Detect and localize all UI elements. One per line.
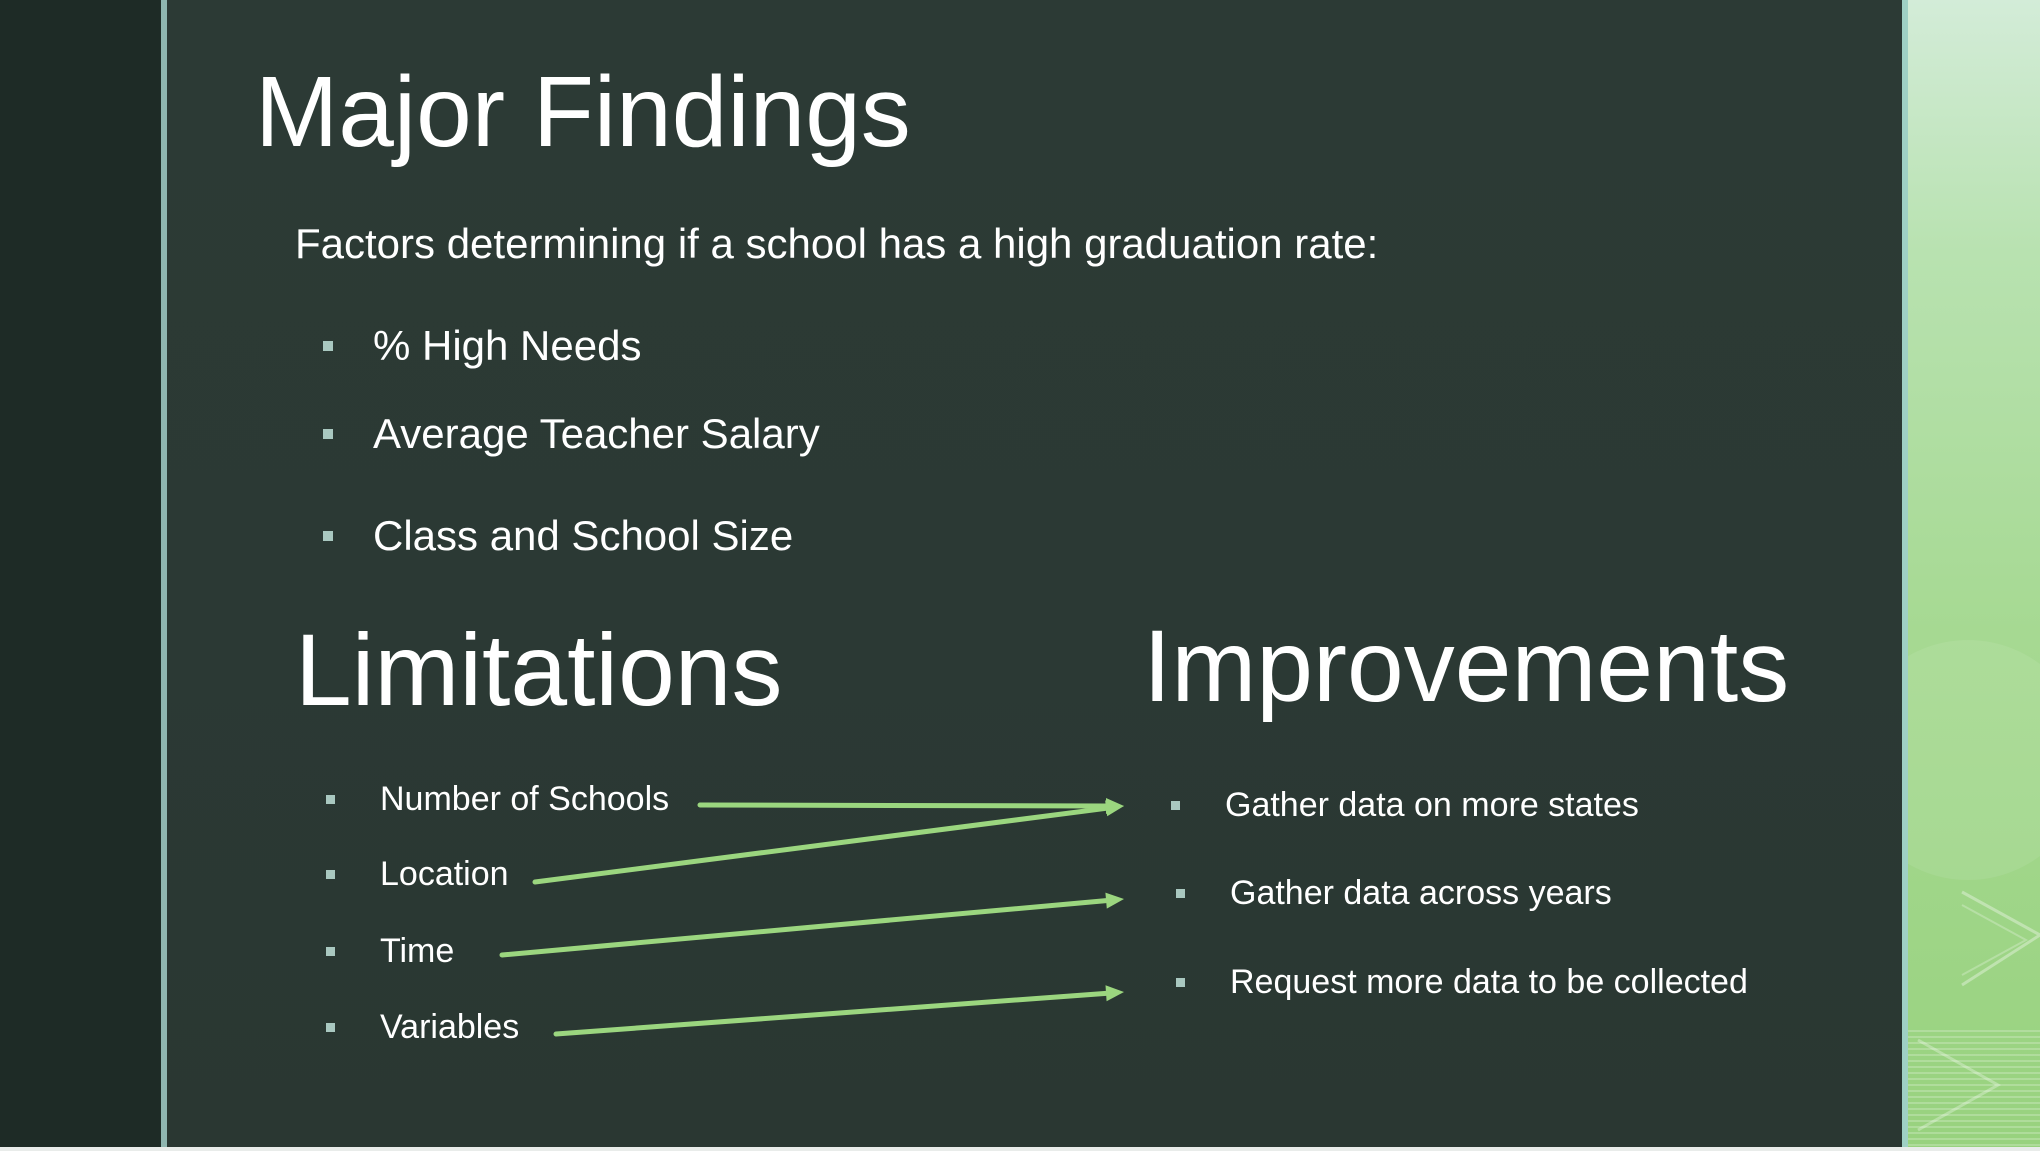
- improvement-item-more-states: Gather data on more states: [1171, 783, 1639, 827]
- finding-item-class-school-size: Class and School Size: [323, 510, 793, 562]
- finding-label: Class and School Size: [373, 512, 794, 559]
- slide-title: Major Findings: [255, 56, 911, 168]
- limitations-heading: Limitations: [295, 613, 783, 727]
- left-dark-band: [0, 0, 162, 1151]
- bullet-icon: [323, 531, 333, 541]
- bottom-edge: [0, 1147, 2040, 1151]
- arrow-line: [553, 990, 1109, 1037]
- bullet-icon: [326, 869, 335, 879]
- improvement-label: Request more data to be collected: [1230, 963, 1748, 1001]
- arrowhead-icon: [1105, 800, 1124, 817]
- bullet-icon: [323, 341, 333, 351]
- limitation-label: Number of Schools: [380, 780, 670, 818]
- bullet-icon: [1176, 977, 1185, 987]
- findings-subtitle: Factors determining if a school has a hi…: [295, 220, 1379, 267]
- limitation-item-time: Time: [326, 929, 454, 973]
- decorative-chevron-icon: [1908, 640, 2040, 1132]
- finding-label: Average Teacher Salary: [373, 410, 820, 457]
- limitation-item-variables: Variables: [326, 1005, 519, 1049]
- improvement-item-across-years: Gather data across years: [1176, 871, 1612, 915]
- arrow-line: [499, 898, 1109, 958]
- arrow-line: [697, 802, 1109, 809]
- bullet-icon: [326, 1022, 335, 1032]
- arrowhead-icon: [1105, 985, 1124, 1002]
- bullet-icon: [1171, 800, 1180, 810]
- bullet-icon: [323, 429, 333, 439]
- right-decorative-band: [1908, 0, 2040, 1151]
- limitation-label: Variables: [380, 1008, 520, 1046]
- improvement-label: Gather data across years: [1230, 874, 1612, 912]
- bullet-icon: [326, 794, 335, 804]
- left-accent-rule: [161, 0, 167, 1151]
- limitation-item-location: Location: [326, 852, 509, 896]
- bullet-icon: [1176, 888, 1185, 898]
- arrow-location: [532, 800, 1124, 885]
- improvement-item-more-data: Request more data to be collected: [1176, 960, 1748, 1004]
- improvement-label: Gather data on more states: [1225, 786, 1639, 824]
- bullet-icon: [326, 946, 335, 956]
- right-accent-rule: [1902, 0, 1908, 1151]
- arrow-variables: [553, 985, 1124, 1037]
- improvements-heading: Improvements: [1143, 609, 1790, 723]
- arrow-time: [499, 892, 1124, 958]
- finding-item-high-needs: % High Needs: [323, 320, 641, 372]
- arrow-number-of-schools: [697, 798, 1124, 814]
- main-panel: [167, 0, 1902, 1151]
- limitation-label: Time: [380, 932, 455, 970]
- arrow-line: [532, 805, 1109, 885]
- decorative-stripes: [1908, 1030, 2040, 1151]
- limitation-item-number-of-schools: Number of Schools: [326, 777, 669, 821]
- limitation-label: Location: [380, 855, 509, 893]
- finding-item-teacher-salary: Average Teacher Salary: [323, 408, 820, 460]
- arrowhead-icon: [1105, 892, 1124, 909]
- finding-label: % High Needs: [373, 322, 642, 369]
